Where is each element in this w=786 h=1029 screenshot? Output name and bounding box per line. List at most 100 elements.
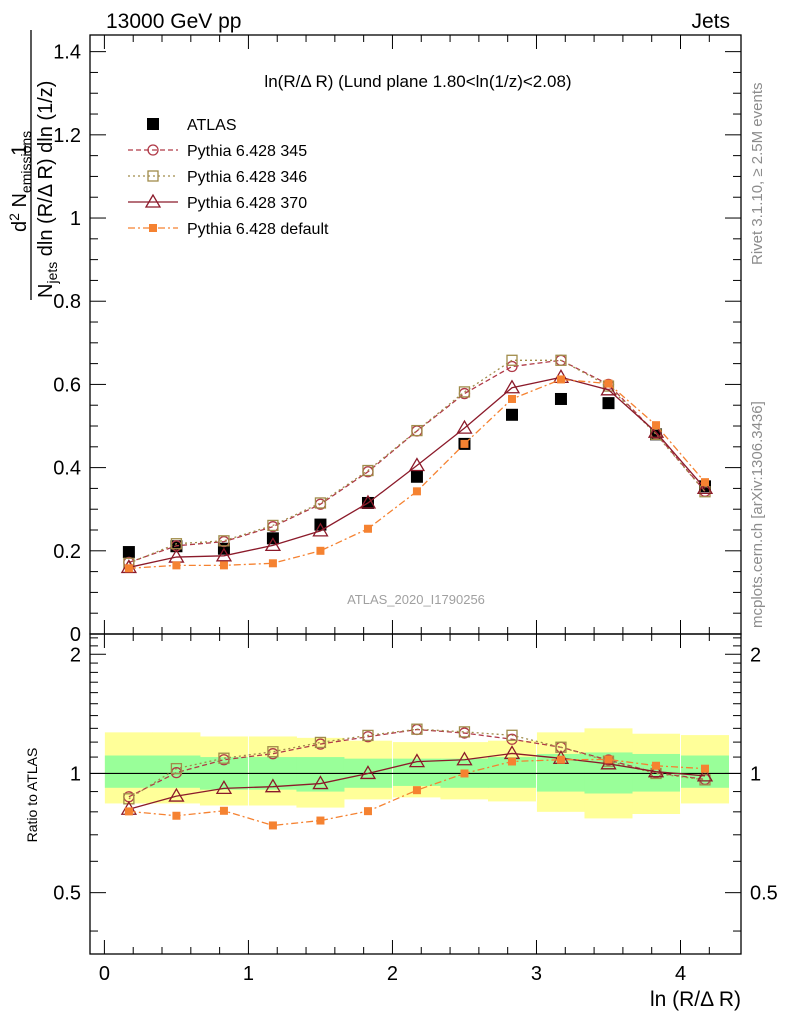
series-4-ratio-point-12: [700, 764, 709, 773]
series-0-point-8: [505, 408, 518, 421]
series-0-point-9: [554, 392, 567, 405]
series-2-ratio-point-3: [267, 746, 279, 758]
series-4-ratio-point-7: [460, 769, 469, 778]
series-3-ratio-point-1: [168, 787, 185, 802]
series-layer: [120, 354, 714, 830]
series-2-point-5: [362, 464, 374, 477]
series-3-point-3: [264, 537, 282, 552]
series-4-ratio-point-5: [363, 807, 372, 816]
y-tick-label-1: 0.2: [53, 541, 81, 563]
series-3-point-11: [647, 423, 665, 438]
series-4-ratio-point-1: [172, 811, 181, 820]
series-4-point-8: [507, 394, 516, 403]
series-2-ratio-point-1: [170, 762, 183, 775]
series-2-ratio-point-2: [218, 752, 230, 764]
band-1sigma-bin-4: [296, 757, 345, 792]
x-tick-label-0: 0: [99, 963, 110, 985]
series-1-line: [128, 359, 706, 564]
legend-label-2: Pythia 6.428 346: [187, 169, 307, 186]
series-1-point-8: [506, 360, 518, 373]
series-4-point-2: [219, 561, 228, 570]
series-2-ratio-point-0: [123, 793, 135, 805]
series-4-point-1: [172, 561, 181, 570]
legend-label-0: ATLAS: [187, 117, 237, 134]
series-3-ratio-point-3: [264, 778, 282, 793]
header-right: Jets: [691, 10, 730, 33]
series-4-point-9: [556, 375, 565, 384]
svg-text:1: 1: [8, 144, 31, 156]
ratio-panel-frame: [89, 633, 742, 955]
series-3-ratio-point-5: [359, 765, 377, 780]
legend-marker-1: [147, 144, 159, 156]
series-0-point-10: [602, 397, 615, 410]
series-4-ratio-point-2: [219, 806, 228, 815]
series-2-ratio-point-4: [314, 736, 327, 749]
ratio-tick-label-right-1: 1: [750, 763, 761, 785]
series-4-ratio-point-0: [124, 807, 133, 816]
y-tick-label-0: 0: [70, 624, 81, 646]
ratio-tick-label-right-2: 2: [750, 644, 761, 666]
x-axis-label: ln (R/Δ R): [650, 988, 741, 1011]
series-0-point-6: [410, 470, 423, 483]
legend-marker-4: [149, 224, 157, 232]
y-tick-label-3: 0.6: [53, 374, 81, 396]
ratio-tick-label-1: 1: [70, 763, 81, 785]
series-3-ratio-point-7: [456, 751, 473, 766]
series-4-point-10: [604, 379, 613, 388]
series-2-line: [128, 359, 706, 564]
series-4-ratio-point-10: [604, 755, 613, 764]
series-4-ratio-point-11: [652, 761, 661, 770]
series-2-point-7: [458, 386, 471, 398]
series-2-point-8: [506, 354, 518, 366]
series-3-point-6: [408, 457, 426, 472]
band-1sigma-bin-0: [104, 755, 153, 788]
series-3-point-12: [696, 480, 714, 495]
y-tick-label-5: 1: [70, 208, 81, 230]
series-3-ratio-point-2: [215, 780, 233, 794]
series-3-ratio-point-4: [312, 775, 329, 790]
legend: ATLAS Pythia 6.428 345 Pythia 6.428 346 Pyt…: [128, 117, 329, 238]
series-4-ratio-point-6: [412, 786, 421, 795]
series-4-point-5: [363, 524, 372, 533]
legend-marker-2: [147, 170, 159, 182]
x-tick-label-1: 1: [243, 963, 254, 985]
series-4-point-3: [268, 559, 277, 568]
series-3-point-4: [312, 522, 329, 537]
legend-marker-3: [144, 193, 162, 208]
y-tick-label-6: 1.2: [53, 125, 81, 147]
ratio-y-axis-label: Ratio to ATLAS: [24, 748, 40, 843]
y-tick-label-4: 0.8: [53, 291, 81, 313]
series-2-ratio-point-7: [458, 726, 471, 738]
band-1sigma-bin-6: [392, 758, 441, 786]
x-tick-label-2: 2: [387, 963, 398, 985]
series-2-point-2: [218, 535, 230, 547]
side-label-bottom: mcplots.cern.ch [arXiv:1306.3436]: [749, 401, 766, 628]
series-4-point-4: [316, 546, 325, 555]
legend-label-3: Pythia 6.428 370: [187, 195, 307, 212]
series-4-ratio-point-8: [507, 757, 516, 766]
series-3-ratio-point-11: [647, 763, 665, 778]
series-2-point-9: [555, 354, 567, 366]
series-3-point-10: [600, 381, 617, 396]
legend-marker-0: [147, 118, 159, 130]
plot-frames: [89, 34, 742, 955]
series-4-ratio-point-9: [556, 755, 565, 764]
series-3-ratio-line: [128, 752, 706, 810]
series-4-point-0: [124, 564, 133, 573]
ratio-tick-label-right-0: 0.5: [750, 883, 778, 905]
series-4-ratio-point-4: [316, 816, 325, 825]
series-2-point-6: [411, 424, 423, 437]
axis-ticks: [90, 35, 741, 954]
legend-label-1: Pythia 6.428 345: [187, 143, 307, 160]
series-4-point-11: [652, 421, 661, 430]
series-3-point-2: [215, 547, 233, 562]
series-2-ratio-point-5: [362, 729, 374, 742]
svg-text:Njets dln (R/Δ R) dln (1/z): Njets dln (R/Δ R) dln (1/z): [35, 81, 60, 298]
y-tick-label-7: 1.4: [53, 42, 81, 64]
axis-tick-labels: 0 1 2 3 4 0 0.2 0.4 0.6 0.8 1 1.2 1.4 0.5 0.5 1 1 2 2: [53, 42, 778, 985]
series-2-ratio-point-6: [411, 723, 423, 735]
series-2-ratio-point-8: [506, 729, 518, 741]
series-2-ratio-point-12: [699, 774, 711, 786]
series-4-point-12: [700, 478, 709, 487]
series-2-point-12: [699, 486, 711, 498]
